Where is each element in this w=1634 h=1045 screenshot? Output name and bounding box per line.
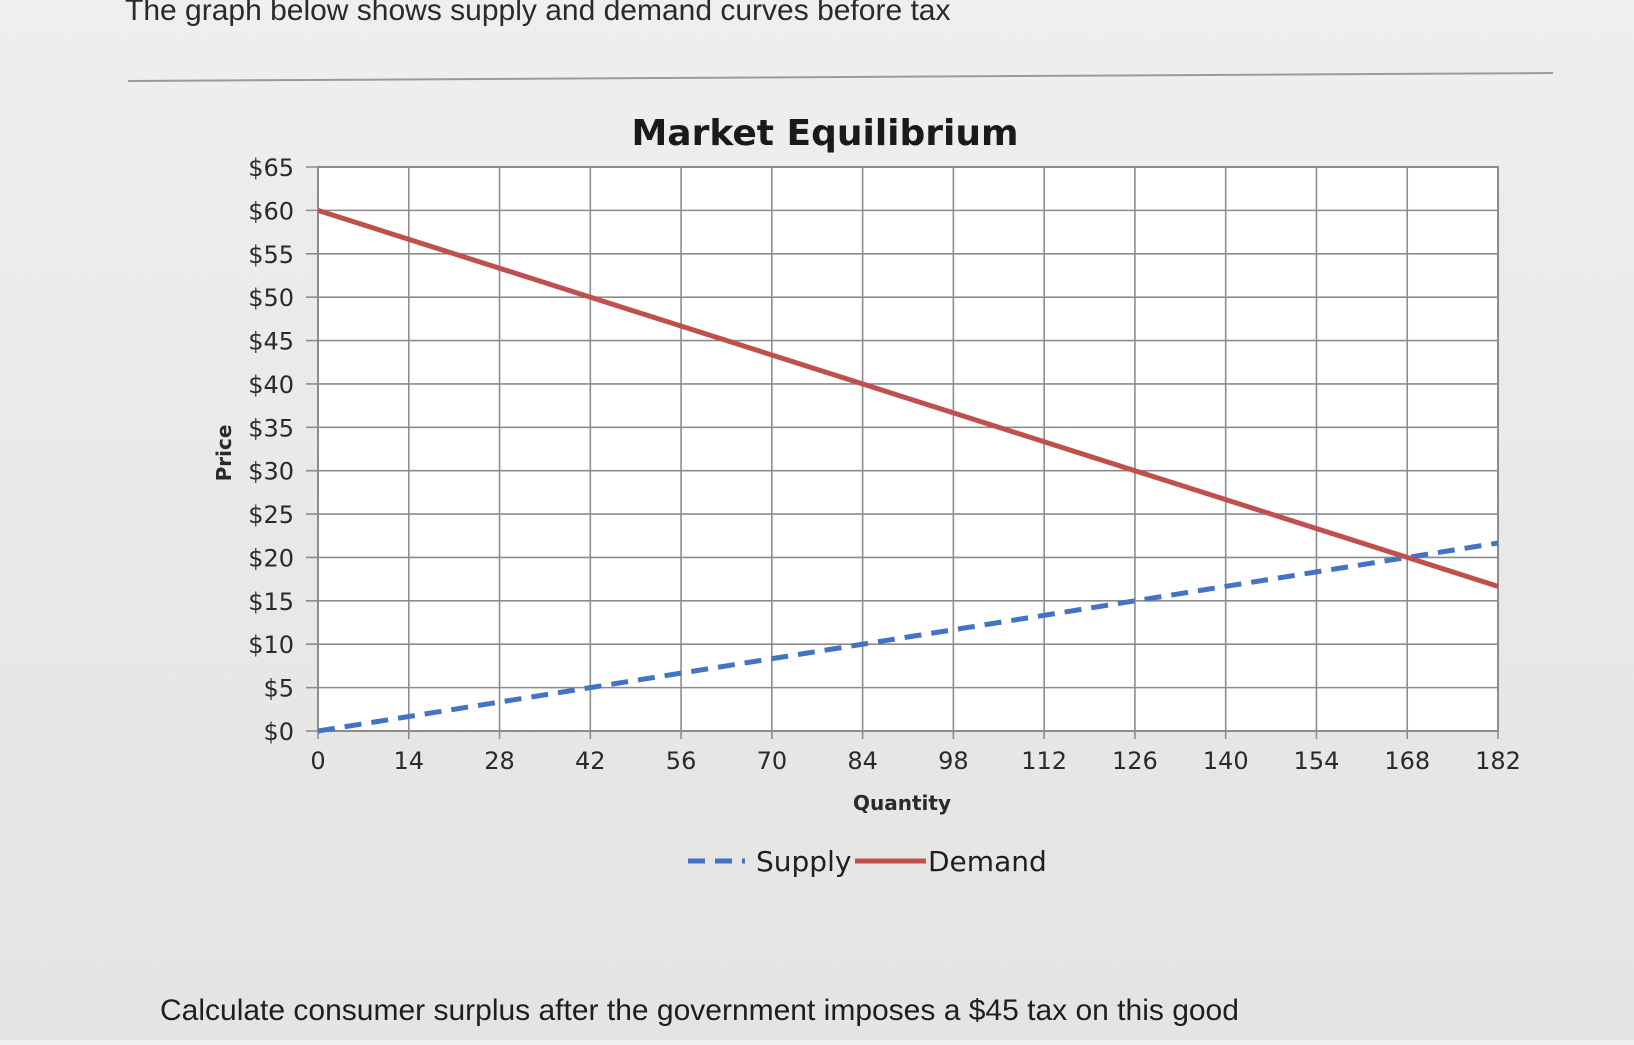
supply-line bbox=[317, 540, 1499, 734]
legend-supply-label: Supply bbox=[756, 845, 851, 878]
x-tick-label: 98 bbox=[938, 747, 969, 775]
y-tick-label: $65 bbox=[248, 154, 294, 182]
y-tick-label: $20 bbox=[248, 544, 294, 572]
demand-line bbox=[317, 208, 1499, 589]
x-tick-label: 140 bbox=[1203, 747, 1249, 775]
y-tick-label: $0 bbox=[263, 718, 294, 746]
chart-title: Market Equilibrium bbox=[631, 113, 1018, 154]
x-tick-label: 168 bbox=[1384, 747, 1430, 775]
x-tick-label: 182 bbox=[1475, 747, 1521, 775]
gridlines bbox=[306, 166, 1499, 739]
y-tick-label: $15 bbox=[248, 588, 294, 616]
question-intro: The graph below shows supply and demand … bbox=[125, 0, 951, 27]
tick-labels: 0 14 28 42 56 70 84 98 112 126 140 154 168 182 $0 $5 $10… bbox=[248, 154, 1521, 775]
x-tick-label: 56 bbox=[666, 747, 697, 775]
x-axis-title: Quantity bbox=[853, 791, 951, 815]
x-tick-label: 154 bbox=[1294, 747, 1340, 775]
x-tick-label: 112 bbox=[1021, 747, 1067, 775]
x-tick-label: 14 bbox=[393, 747, 424, 775]
question-prompt: Calculate consumer surplus after the gov… bbox=[160, 994, 1239, 1027]
legend-demand-label: Demand bbox=[928, 845, 1047, 878]
y-tick-label: $25 bbox=[248, 501, 294, 529]
x-tick-label: 42 bbox=[575, 747, 606, 775]
y-tick-label: $60 bbox=[248, 197, 294, 225]
y-axis-title: Price bbox=[212, 425, 236, 482]
y-tick-label: $30 bbox=[248, 458, 294, 486]
x-tick-label: 0 bbox=[310, 747, 325, 775]
y-tick-label: $40 bbox=[248, 371, 294, 399]
x-tick-label: 126 bbox=[1112, 747, 1158, 775]
y-tick-label: $55 bbox=[248, 241, 294, 269]
y-tick-label: $35 bbox=[248, 414, 294, 442]
y-tick-label: $5 bbox=[263, 675, 294, 703]
x-tick-label: 84 bbox=[847, 747, 878, 775]
x-tick-label: 70 bbox=[757, 747, 788, 775]
plot-area bbox=[317, 166, 1499, 732]
y-tick-label: $45 bbox=[248, 328, 294, 356]
series-layer bbox=[317, 208, 1499, 734]
x-tick-label: 28 bbox=[484, 747, 515, 775]
y-tick-label: $50 bbox=[248, 284, 294, 312]
legend: Supply Demand bbox=[688, 845, 1047, 878]
y-tick-label: $10 bbox=[248, 631, 294, 659]
